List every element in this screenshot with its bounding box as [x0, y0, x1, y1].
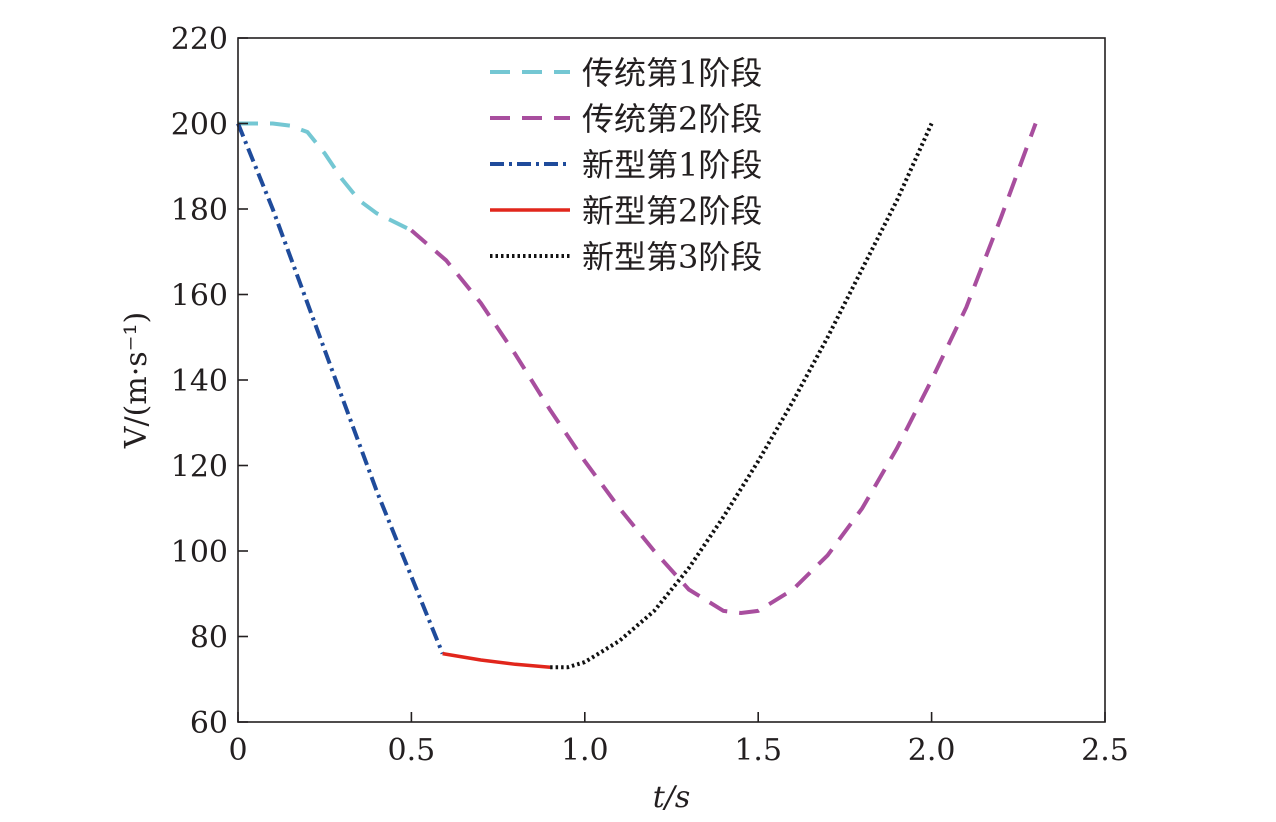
x-tick-label: 2.5 [1081, 733, 1129, 768]
x-tick-label: 0.5 [388, 733, 436, 768]
series-line-1 [238, 121, 413, 233]
y-tick-label: 180 [171, 193, 228, 228]
legend-label-3: 新型第1阶段 [582, 146, 762, 184]
x-tick-label: 2.0 [908, 733, 956, 768]
legend-label-5: 新型第3阶段 [582, 238, 762, 276]
series-line-4 [442, 651, 551, 670]
plot-lines [236, 121, 1038, 670]
y-tick-label: 140 [171, 364, 228, 399]
y-tick-label: 200 [171, 108, 228, 143]
x-axis: 0 0.5 1.0 1.5 2.0 2.5 [228, 712, 1129, 768]
x-tick-label: 1.5 [734, 733, 782, 768]
y-tick-label: 160 [171, 279, 228, 314]
y-tick-label: 120 [171, 450, 228, 485]
legend-label-4: 新型第2阶段 [582, 192, 762, 230]
series-line-5 [550, 122, 934, 670]
y-axis-label: V/(m·s⁻¹) [119, 312, 154, 449]
y-tick-label: 60 [190, 706, 228, 741]
legend-label-2: 传统第2阶段 [582, 100, 762, 138]
x-tick-label: 1.0 [561, 733, 609, 768]
y-tick-label: 80 [190, 621, 228, 656]
y-axis: 60 80 100 120 140 160 180 200 220 [171, 22, 248, 741]
legend-label-1: 传统第1阶段 [582, 54, 762, 92]
y-tick-label: 220 [171, 22, 228, 57]
series-line-2 [410, 122, 1038, 615]
x-tick-label: 0 [228, 733, 247, 768]
x-axis-label: t/s [653, 780, 691, 815]
plot-frame [237, 37, 1106, 723]
y-tick-label: 100 [171, 535, 228, 570]
series-line-3 [236, 122, 445, 655]
